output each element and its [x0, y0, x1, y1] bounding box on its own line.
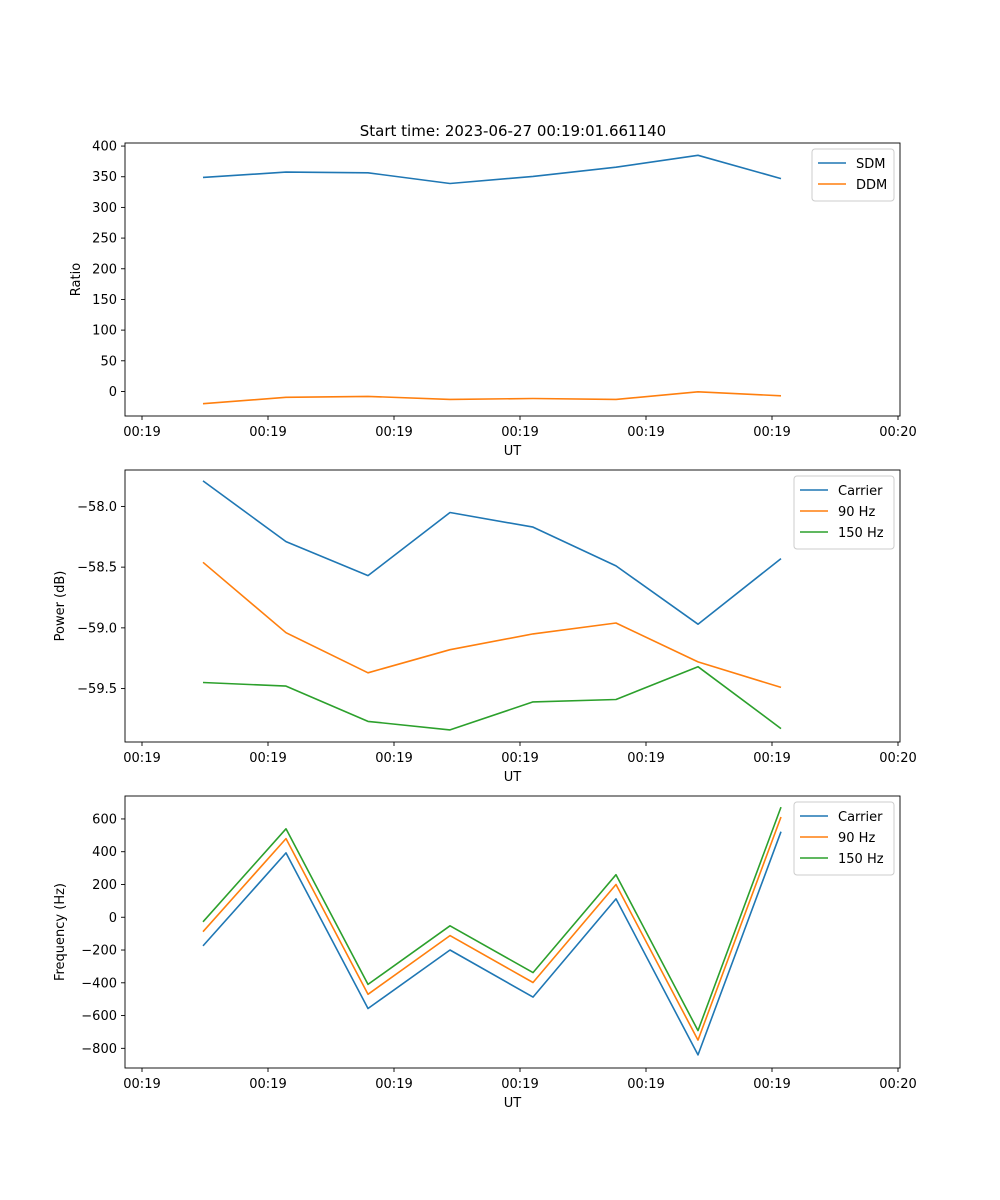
- series-line-ddm: [202, 390, 782, 405]
- y-axis-label: Frequency (Hz): [53, 883, 68, 981]
- x-tick-label: 00:19: [249, 425, 286, 440]
- x-tick-label: 00:19: [753, 1077, 790, 1092]
- legend-label: 150 Hz: [838, 526, 884, 541]
- y-tick-label: −58.0: [77, 500, 117, 515]
- y-tick-label: −400: [81, 976, 117, 991]
- y-axis-label: Power (dB): [53, 571, 68, 642]
- y-tick-label: 400: [92, 140, 117, 155]
- x-tick-label: 00:19: [501, 425, 538, 440]
- x-tick-label: 00:19: [753, 751, 790, 766]
- series-line-90-hz: [202, 816, 782, 1041]
- x-tick-label: 00:19: [375, 751, 412, 766]
- legend-frame: [793, 475, 895, 550]
- panel-3: 00:19 00:19 00:19 00:19 00:19 00:19 00:20 −800 −…: [53, 795, 917, 1111]
- legend-label: Carrier: [838, 810, 883, 825]
- legend-label: 150 Hz: [838, 852, 884, 867]
- x-tick-label: 00:19: [753, 425, 790, 440]
- x-tick-label: 00:20: [879, 425, 916, 440]
- y-tick-label: −200: [81, 944, 117, 959]
- axes-frame: [124, 142, 901, 417]
- y-tick-label: 600: [92, 812, 117, 827]
- panels: 00:19 00:19 00:19 00:19 00:19 00:19 00:20 0 50 10…: [53, 140, 917, 1111]
- y-tick-label: −600: [81, 1009, 117, 1024]
- y-tick-label: 200: [92, 878, 117, 893]
- x-tick-label: 00:20: [879, 1077, 916, 1092]
- legend-frame: [811, 148, 895, 202]
- x-tick-label: 00:19: [375, 425, 412, 440]
- legend-label: Carrier: [838, 484, 883, 499]
- x-tick-label: 00:19: [249, 1077, 286, 1092]
- legend-label: 90 Hz: [838, 505, 875, 520]
- legend-label: 90 Hz: [838, 831, 875, 846]
- x-axis-label: UT: [504, 770, 522, 785]
- y-tick-label: 150: [92, 293, 117, 308]
- y-tick-label: 200: [92, 262, 117, 277]
- y-tick-label: 100: [92, 324, 117, 339]
- y-tick-label: 50: [100, 354, 117, 369]
- legend: SDM DDM: [811, 148, 895, 202]
- legend-label: SDM: [856, 157, 885, 172]
- axes-frame: [124, 795, 901, 1069]
- x-axis-label: UT: [504, 1096, 522, 1111]
- y-axis-label: Ratio: [69, 263, 84, 296]
- y-tick-label: −59.0: [77, 621, 117, 636]
- x-tick-label: 00:19: [627, 425, 664, 440]
- legend: Carrier 90 Hz 150 Hz: [793, 475, 895, 550]
- y-tick-label: −58.5: [77, 561, 117, 576]
- x-tick-label: 00:19: [123, 425, 160, 440]
- x-tick-label: 00:19: [627, 1077, 664, 1092]
- series-line-sdm: [202, 154, 782, 185]
- series-line-carrier: [202, 480, 782, 626]
- x-tick-label: 00:19: [501, 751, 538, 766]
- series-line-90-hz: [202, 561, 782, 689]
- chart-title: Start time: 2023-06-27 00:19:01.661140: [360, 122, 666, 140]
- y-tick-label: −800: [81, 1042, 117, 1057]
- y-tick-label: 350: [92, 170, 117, 185]
- x-tick-label: 00:19: [501, 1077, 538, 1092]
- series-line-150-hz: [202, 665, 782, 731]
- x-tick-label: 00:19: [249, 751, 286, 766]
- legend-label: DDM: [856, 178, 887, 193]
- panel-1: 00:19 00:19 00:19 00:19 00:19 00:19 00:20 0 50 10…: [69, 140, 917, 459]
- x-axis-label: UT: [504, 444, 522, 459]
- legend: Carrier 90 Hz 150 Hz: [793, 801, 895, 876]
- panel-2: 00:19 00:19 00:19 00:19 00:19 00:19 00:20 −58.0…: [53, 469, 917, 785]
- y-tick-label: 250: [92, 232, 117, 247]
- x-tick-label: 00:19: [375, 1077, 412, 1092]
- series-line-carrier: [202, 831, 782, 1056]
- axes-frame: [124, 469, 901, 743]
- x-tick-label: 00:20: [879, 751, 916, 766]
- legend-frame: [793, 801, 895, 876]
- y-tick-label: 0: [109, 911, 117, 926]
- y-tick-label: 400: [92, 845, 117, 860]
- y-tick-label: −59.5: [77, 682, 117, 697]
- x-tick-label: 00:19: [627, 751, 664, 766]
- x-tick-label: 00:19: [123, 1077, 160, 1092]
- x-tick-label: 00:19: [123, 751, 160, 766]
- series-line-150-hz: [202, 806, 782, 1032]
- y-tick-label: 0: [109, 385, 117, 400]
- y-tick-label: 300: [92, 201, 117, 216]
